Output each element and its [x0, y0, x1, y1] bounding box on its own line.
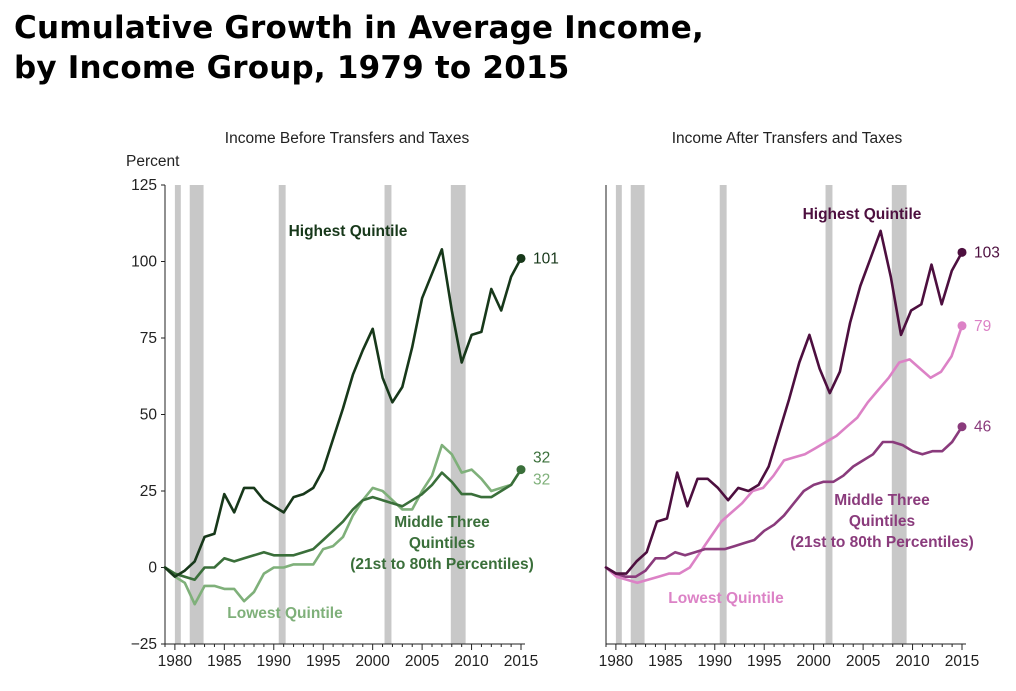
label-highest-after: Highest Quintile — [803, 206, 922, 223]
label-middle-before-line1: Middle Three — [394, 514, 490, 531]
panel-after-transfers: 1980 1985 1990 1995 2000 2005 2010 20157946103 … — [599, 130, 1000, 670]
recession-band — [384, 185, 392, 644]
series-line-highest-after — [604, 229, 964, 575]
x-tick-label: 1985 — [648, 653, 682, 670]
recession-band — [450, 185, 466, 644]
x-tick-label: 2010 — [454, 653, 489, 670]
end-value-middle-after: 46 — [974, 419, 991, 436]
recession-band — [719, 185, 727, 644]
x-tick-label: 1990 — [257, 653, 292, 670]
x-tick-label: 1980 — [158, 653, 193, 670]
chart-title: Cumulative Growth in Average Income, by … — [14, 8, 704, 88]
series-line-lowest-after — [604, 324, 964, 585]
recession-band — [891, 185, 907, 644]
label-middle-after-line3: (21st to 80th Percentiles) — [790, 534, 973, 551]
x-tick-label: 2000 — [796, 653, 831, 670]
panel-title-before: Income Before Transfers and Taxes — [225, 130, 470, 147]
recession-band — [189, 185, 204, 644]
recession-band — [278, 185, 286, 644]
y-tick-label: −25 — [131, 636, 157, 653]
y-axis-label: Percent — [126, 153, 180, 170]
panel-before-transfers: −25 0 25 50 75 100 125 1980 1985 1990 1995 2000 2005… — [126, 130, 559, 670]
x-tick-label: 1995 — [306, 653, 340, 670]
x-tick-label: 2000 — [355, 653, 390, 670]
x-tick-label: 1980 — [599, 653, 634, 670]
end-point-highest-after — [957, 247, 967, 257]
recession-band — [630, 185, 645, 644]
end-value-middle-before: 32 — [533, 450, 550, 467]
end-point-highest-before — [516, 253, 526, 263]
label-lowest-before: Lowest Quintile — [227, 605, 343, 622]
y-tick-label: 75 — [140, 330, 157, 347]
x-tick-label: 2015 — [945, 653, 979, 670]
y-tick-label: 125 — [131, 177, 157, 194]
panel-title-after: Income After Transfers and Taxes — [672, 130, 903, 147]
end-value-highest-after: 103 — [974, 244, 1000, 261]
x-tick-label: 2015 — [504, 653, 538, 670]
x-tick-label: 2005 — [405, 653, 439, 670]
y-tick-label: 0 — [148, 560, 157, 577]
x-tick-label: 1985 — [207, 653, 241, 670]
x-tick-label: 1995 — [747, 653, 781, 670]
end-value-lowest-before: 32 — [533, 472, 550, 489]
series-line-middle-after — [604, 425, 964, 579]
label-middle-before-line2: Quintiles — [409, 535, 475, 552]
end-point-middle-after — [957, 422, 967, 432]
series-line-highest-before — [163, 248, 523, 579]
series-line-middle-before — [163, 468, 523, 582]
recession-band — [825, 185, 833, 644]
recession-band — [174, 185, 181, 644]
end-value-highest-before: 101 — [533, 250, 559, 267]
label-middle-before-line3: (21st to 80th Percentiles) — [350, 556, 533, 573]
end-value-lowest-after: 79 — [974, 318, 991, 335]
x-tick-label: 1990 — [698, 653, 733, 670]
y-tick-label: 100 — [131, 254, 157, 271]
recession-band — [615, 185, 622, 644]
x-tick-label: 2005 — [846, 653, 880, 670]
chart-title-line-2: by Income Group, 1979 to 2015 — [14, 50, 570, 86]
y-tick-label: 25 — [140, 483, 157, 500]
end-point-middle-before — [516, 465, 526, 475]
end-point-lowest-after — [957, 321, 967, 331]
x-tick-label: 2010 — [895, 653, 930, 670]
label-middle-after-line1: Middle Three — [834, 492, 930, 509]
chart-title-line-1: Cumulative Growth in Average Income, — [14, 10, 704, 46]
series-line-lowest-before — [163, 443, 523, 606]
label-middle-after-line2: Quintiles — [849, 513, 915, 530]
y-tick-label: 50 — [140, 407, 158, 424]
label-lowest-after: Lowest Quintile — [668, 590, 784, 607]
label-highest-before: Highest Quintile — [289, 223, 408, 240]
